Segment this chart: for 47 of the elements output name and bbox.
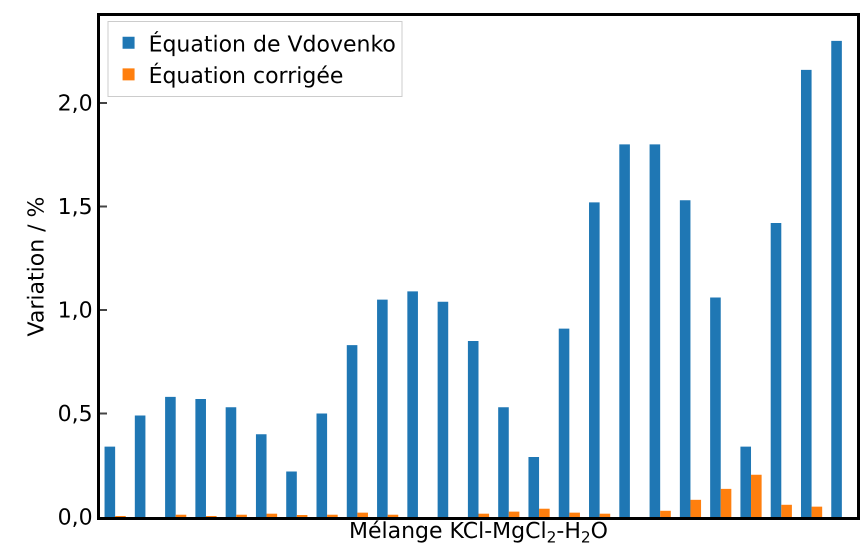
bar [407, 291, 418, 517]
bar [357, 512, 368, 517]
bar [751, 474, 762, 517]
bar [346, 345, 358, 517]
x-axis-title: Mélange KCl-MgCl$_{2}$-H$_{2}$O [348, 518, 608, 547]
bar [377, 300, 388, 517]
bar [104, 446, 116, 517]
y-tick-label: 1,5 [58, 195, 93, 220]
bar [438, 302, 448, 517]
bar [316, 413, 328, 517]
bar [650, 144, 660, 517]
bar [226, 407, 236, 517]
bar [498, 407, 509, 517]
bar [781, 504, 792, 517]
bar [256, 434, 267, 517]
y-tick-label: 1,0 [58, 298, 93, 324]
bar [812, 506, 822, 517]
bar [165, 396, 176, 517]
bar [800, 70, 812, 517]
bar [770, 223, 782, 517]
bar [740, 446, 752, 517]
bar [619, 144, 630, 517]
legend-label: Équation corrigée [148, 62, 344, 89]
y-tick-label: 0,0 [58, 506, 93, 531]
bar [680, 200, 690, 517]
bar [468, 341, 478, 517]
bar [600, 514, 610, 517]
bar [558, 328, 570, 517]
bar [539, 508, 550, 517]
bar [831, 40, 842, 517]
bar [569, 512, 580, 517]
bar [660, 510, 671, 517]
bar [134, 416, 146, 517]
legend-label: Équation de Vdovenko [148, 30, 396, 58]
bar [528, 456, 540, 517]
bar [195, 399, 206, 517]
bar [720, 488, 732, 517]
bar [286, 471, 297, 517]
bar [710, 298, 721, 517]
bar [266, 514, 278, 517]
bar [690, 500, 702, 517]
y-tick-label: 0,5 [58, 402, 93, 428]
bar [508, 512, 520, 517]
y-axis-title: Variation / % [24, 196, 50, 336]
y-tick-label: 2,0 [58, 92, 93, 117]
bar [589, 202, 600, 517]
bar [478, 514, 490, 517]
